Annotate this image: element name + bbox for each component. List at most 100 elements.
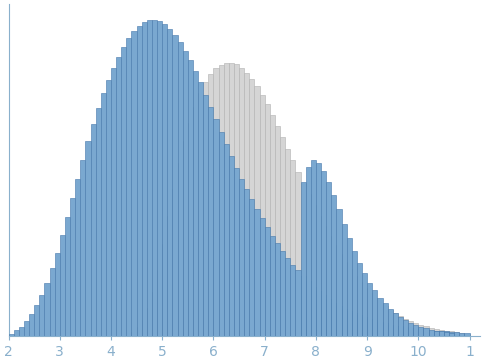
Bar [429,330,434,336]
Bar [19,327,24,336]
Bar [265,105,270,336]
Bar [234,168,239,336]
Bar [65,217,70,336]
Bar [439,331,444,336]
Bar [326,236,331,336]
Bar [439,331,444,336]
Bar [336,209,342,336]
Bar [465,334,469,336]
Bar [132,31,136,336]
Bar [316,163,321,336]
Bar [418,327,424,336]
Bar [213,119,219,336]
Bar [372,298,378,336]
Bar [418,329,424,336]
Bar [393,326,398,336]
Bar [208,74,213,336]
Bar [382,306,388,336]
Bar [178,163,183,336]
Bar [249,199,255,336]
Bar [459,333,465,336]
Bar [275,126,280,336]
Bar [142,22,147,336]
Bar [393,313,398,336]
Bar [357,282,362,336]
Bar [198,93,203,336]
Bar [352,251,357,336]
Bar [295,270,301,336]
Bar [403,320,408,336]
Bar [449,333,454,336]
Bar [347,311,352,336]
Bar [362,288,367,336]
Bar [285,148,290,336]
Bar [362,317,367,336]
Bar [347,269,352,336]
Bar [382,303,388,336]
Bar [167,29,172,336]
Bar [229,156,234,336]
Bar [418,325,424,336]
Bar [167,216,172,336]
Bar [234,64,239,336]
Bar [259,218,265,336]
Bar [188,123,193,336]
Bar [147,20,152,336]
Bar [424,330,429,336]
Bar [311,287,316,336]
Bar [244,73,249,336]
Bar [255,209,259,336]
Bar [342,224,347,336]
Bar [183,51,188,336]
Bar [142,320,147,336]
Bar [306,167,311,336]
Bar [449,331,454,336]
Bar [357,263,362,336]
Bar [55,253,60,336]
Bar [162,24,167,336]
Bar [465,333,469,336]
Bar [60,235,65,336]
Bar [372,321,378,336]
Bar [331,303,336,336]
Bar [388,309,393,336]
Bar [85,141,91,336]
Bar [193,107,198,336]
Bar [101,93,106,336]
Bar [321,295,326,336]
Bar [111,68,116,336]
Bar [239,179,244,336]
Bar [398,316,403,336]
Bar [321,227,326,336]
Bar [408,323,413,336]
Bar [413,323,418,336]
Bar [459,333,465,336]
Bar [203,82,208,336]
Bar [429,328,434,336]
Bar [301,182,306,336]
Bar [259,95,265,336]
Bar [29,314,34,336]
Bar [331,245,336,336]
Bar [362,273,367,336]
Bar [331,195,336,336]
Bar [152,292,157,336]
Bar [352,276,357,336]
Bar [311,159,316,336]
Bar [239,68,244,336]
Bar [424,329,429,336]
Bar [285,258,290,336]
Bar [454,332,459,336]
Bar [367,283,372,336]
Bar [347,238,352,336]
Bar [316,216,321,336]
Bar [162,244,167,336]
Bar [132,332,136,336]
Bar [367,319,372,336]
Bar [39,295,45,336]
Bar [244,189,249,336]
Bar [424,326,429,336]
Bar [224,62,229,336]
Bar [357,315,362,336]
Bar [434,331,439,336]
